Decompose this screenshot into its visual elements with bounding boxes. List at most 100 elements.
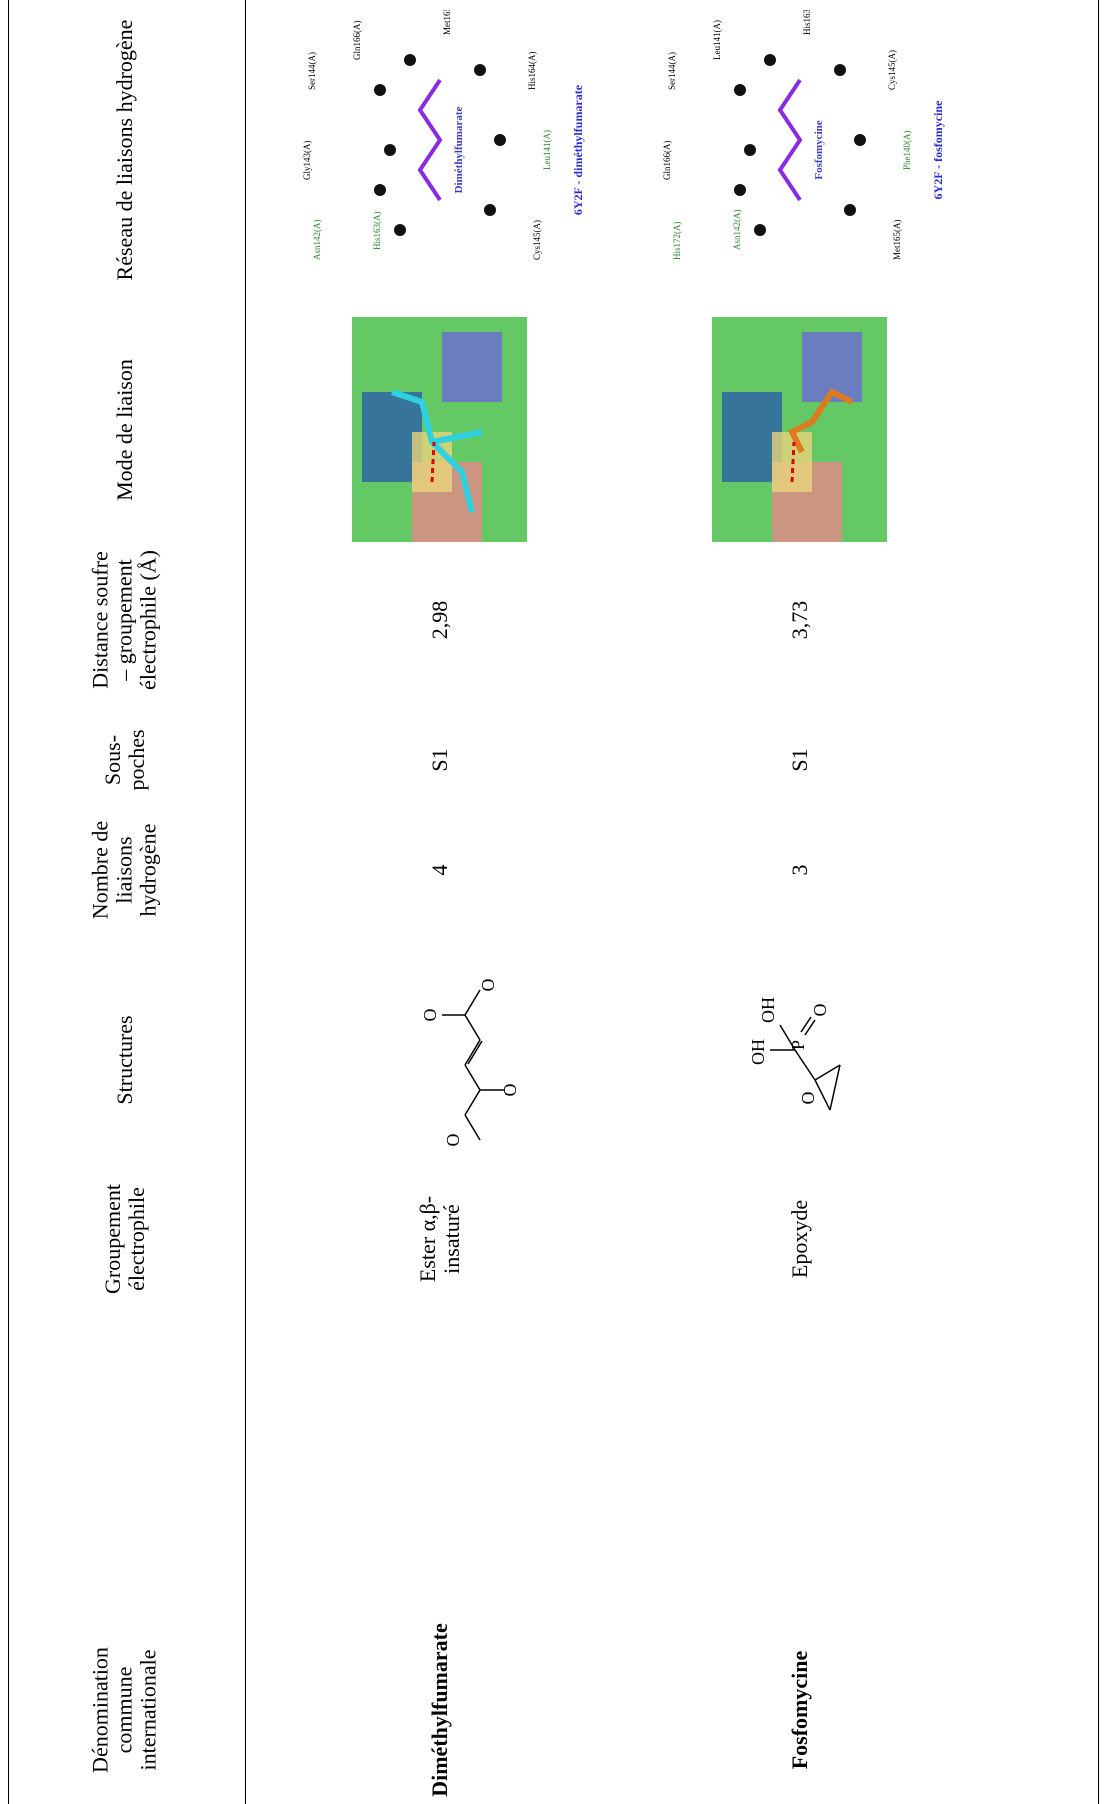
- atom: [844, 204, 856, 216]
- atom: [854, 134, 866, 146]
- ligand-stick: [391, 389, 483, 513]
- bond: [464, 989, 481, 1016]
- contact-dash: [430, 441, 436, 483]
- atom: [484, 204, 496, 216]
- table-bottom-rule: [1098, 0, 1099, 1804]
- compound-name: Diméthylfumarate: [426, 1623, 452, 1797]
- interaction-diagram: Fosfomycine His172(A) Gln166(A) Ser144(A) As…: [662, 10, 945, 261]
- atom: [404, 54, 416, 66]
- diagram-caption: 6Y2F - diméthylfumarate: [571, 84, 585, 215]
- atom: [374, 84, 386, 96]
- header-cell: Dénomination commune internationale: [87, 1647, 162, 1773]
- atom: [754, 224, 766, 236]
- residue-label: Phe140(A): [902, 131, 912, 171]
- atom: [394, 224, 406, 236]
- ligand-label: Diméthylfumarate: [453, 107, 465, 194]
- bond: [467, 1040, 483, 1065]
- header-rule: [245, 0, 246, 1804]
- header-cell: Distance soufre – groupement électrophil…: [87, 550, 162, 690]
- atom-label: OH: [758, 997, 778, 1023]
- cell-text: 2,98: [426, 600, 452, 640]
- table-top-rule: [8, 0, 9, 1804]
- residue-label: His172(A): [672, 222, 682, 261]
- residue-label: His163(A): [372, 212, 382, 251]
- cell-text: 4: [426, 864, 452, 876]
- atom: [734, 184, 746, 196]
- binding-mode-image: [352, 317, 527, 542]
- bond: [829, 1064, 841, 1111]
- atom-label: O: [500, 1084, 520, 1097]
- bond: [464, 1014, 481, 1041]
- structure-drawing: O O O O: [420, 979, 520, 1147]
- header-cell: Sous-poches: [99, 729, 149, 791]
- surface-patch: [362, 392, 422, 482]
- atom: [474, 64, 486, 76]
- atom-label: O: [810, 1004, 830, 1017]
- header-cell: Réseau de liaisons hydrogène: [111, 19, 137, 281]
- surface-patch: [442, 332, 502, 402]
- atom: [764, 54, 776, 66]
- atom: [494, 134, 506, 146]
- header-cell: Groupement électrophile: [99, 1184, 149, 1294]
- residue-label: Cys145(A): [532, 220, 542, 260]
- cell-text: 3,73: [786, 600, 812, 640]
- atom: [734, 84, 746, 96]
- residue-label: His164(A): [527, 52, 537, 91]
- header-cell: Nombre de liaisons hydrogène: [87, 820, 162, 920]
- ligand-bonds: [417, 78, 443, 202]
- cell-text: Epoxyde: [786, 1199, 812, 1279]
- bond: [779, 1024, 796, 1051]
- residue-label: Gln166(A): [352, 21, 362, 61]
- residue-label: Asn142(A): [312, 220, 322, 261]
- ligand-bonds: [777, 78, 803, 202]
- binding-mode-image: [712, 317, 887, 542]
- bond: [804, 1019, 816, 1036]
- bond: [464, 1039, 481, 1066]
- bond: [464, 1064, 481, 1091]
- residue-label: Asn142(A): [732, 210, 742, 251]
- atom-label: OH: [748, 1039, 768, 1065]
- residue-label: Gln166(A): [662, 141, 672, 181]
- bond: [464, 1114, 481, 1141]
- bond: [814, 1064, 841, 1081]
- residue-label: Met165(A): [442, 10, 452, 35]
- header-cell: Mode de liaison: [111, 359, 137, 501]
- cell-text: S1: [786, 748, 812, 772]
- residue-label: Ser144(A): [667, 52, 677, 90]
- residue-label: Leu141(A): [542, 130, 552, 170]
- header-cell: Structures: [111, 1015, 137, 1105]
- atom-label: P: [788, 1040, 808, 1050]
- surface-patch: [722, 392, 782, 482]
- atom-label: O: [420, 1009, 440, 1022]
- atom: [834, 64, 846, 76]
- compound-name: Fosfomycine: [786, 1650, 812, 1770]
- atom-label: O: [798, 1092, 818, 1105]
- cell-text: S1: [426, 748, 452, 772]
- ligand-stick: [787, 388, 854, 454]
- residue-label: Ser144(A): [307, 52, 317, 90]
- bond: [794, 1049, 816, 1081]
- cell-text: Ester α,β-insaturé: [414, 1195, 464, 1283]
- structure-drawing: O OH OH P O: [748, 997, 841, 1111]
- residue-label: Cys145(A): [887, 50, 897, 90]
- diagram-caption: 6Y2F - fosfomycine: [931, 100, 945, 200]
- bond: [814, 1079, 831, 1111]
- surface-patch: [802, 332, 862, 402]
- bond: [800, 1016, 812, 1033]
- cell-text: 3: [786, 864, 812, 876]
- residue-label: His163(A): [802, 10, 812, 35]
- residue-label: Leu141(A): [712, 20, 722, 60]
- residue-label: Gly143(A): [302, 141, 312, 181]
- bond: [464, 1089, 481, 1116]
- atom: [744, 144, 756, 156]
- interaction-diagram: Diméthylfumarate Asn142(A) Gly143(A) Ser144…: [302, 10, 585, 261]
- ligand-label: Fosfomycine: [813, 120, 825, 179]
- contact-dash: [790, 441, 796, 483]
- atom-label: O: [478, 979, 498, 992]
- atom: [384, 144, 396, 156]
- atom: [374, 184, 386, 196]
- atom-label: O: [443, 1134, 463, 1147]
- residue-label: Met165(A): [892, 220, 902, 261]
